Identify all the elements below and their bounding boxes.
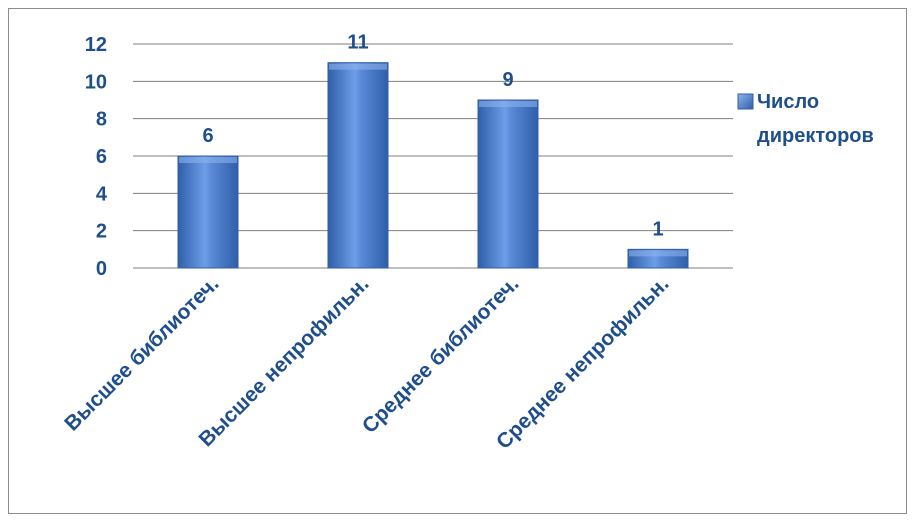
x-tick-label: Среднее библиотеч. <box>358 272 524 438</box>
legend-label-line1: Число <box>757 91 819 113</box>
legend-label-line2: директоров <box>757 125 874 147</box>
bar <box>177 155 239 269</box>
data-label: 1 <box>652 218 663 240</box>
y-tick-label: 2 <box>96 221 107 243</box>
bar <box>327 62 389 269</box>
y-axis-ticks: 0 2 4 6 8 10 12 <box>85 34 108 280</box>
data-label: 6 <box>202 125 213 147</box>
bar-highlight <box>329 63 387 70</box>
bar <box>477 99 539 269</box>
bars <box>177 62 689 269</box>
bar-highlight <box>629 250 687 257</box>
bar-highlight <box>479 101 537 107</box>
chart-frame <box>8 8 907 514</box>
data-label: 9 <box>502 69 513 91</box>
legend-swatch <box>737 93 754 110</box>
x-tick-label: Высшее непрофильн. <box>194 272 373 451</box>
y-tick-label: 0 <box>96 258 107 280</box>
y-tick-label: 10 <box>85 71 107 93</box>
x-axis-labels: Высшее библиотеч.Высшее непрофильн.Средн… <box>60 272 673 453</box>
y-tick-label: 8 <box>96 109 107 131</box>
y-tick-label: 6 <box>96 146 107 168</box>
x-tick-label: Высшее библиотеч. <box>60 272 223 435</box>
y-tick-label: 12 <box>85 34 107 56</box>
legend: Число директоров <box>737 91 874 147</box>
bar-highlight <box>179 157 237 163</box>
data-labels: 6 11 9 1 <box>202 32 663 241</box>
x-tick-label: Среднее непрофильн. <box>492 272 673 453</box>
data-label: 11 <box>347 32 368 54</box>
y-tick-label: 4 <box>96 183 108 205</box>
